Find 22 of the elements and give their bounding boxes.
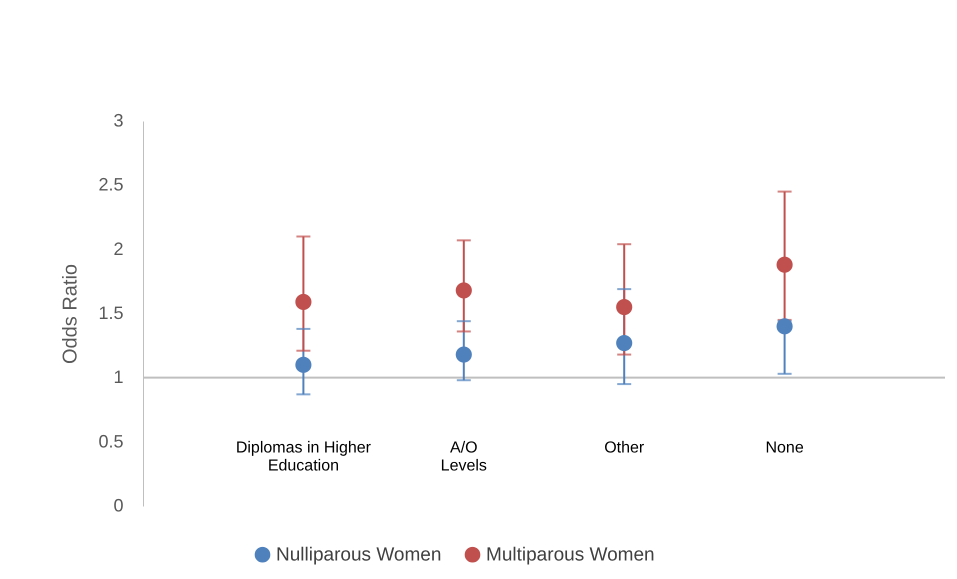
point (456, 346, 472, 363)
y-tick-label: 3 (113, 110, 124, 130)
x-tick-label: A/O Levels (440, 440, 487, 474)
legend-label: Multiparous Women (486, 544, 655, 566)
x-tick-label: Diplomas in Higher Education (236, 440, 372, 474)
y-axis-title: Odds Ratio (59, 264, 82, 364)
y-tick-label: 0 (113, 496, 124, 516)
point (295, 294, 312, 310)
point (456, 282, 472, 298)
point (616, 334, 632, 352)
x-tick-label: Other (604, 440, 645, 456)
y-tick-label: 2.5 (98, 174, 124, 195)
y-tick-label: 2 (113, 238, 124, 259)
y-tick-label: 1.5 (98, 303, 124, 323)
point (295, 356, 312, 373)
y-tick-label: 0.5 (98, 431, 124, 452)
point (776, 318, 793, 334)
legend-label: Nulliparous Women (276, 544, 442, 566)
point (776, 256, 793, 273)
y-tick-label: 1 (113, 367, 124, 388)
point (616, 299, 632, 316)
x-tick-label: None (765, 440, 804, 456)
